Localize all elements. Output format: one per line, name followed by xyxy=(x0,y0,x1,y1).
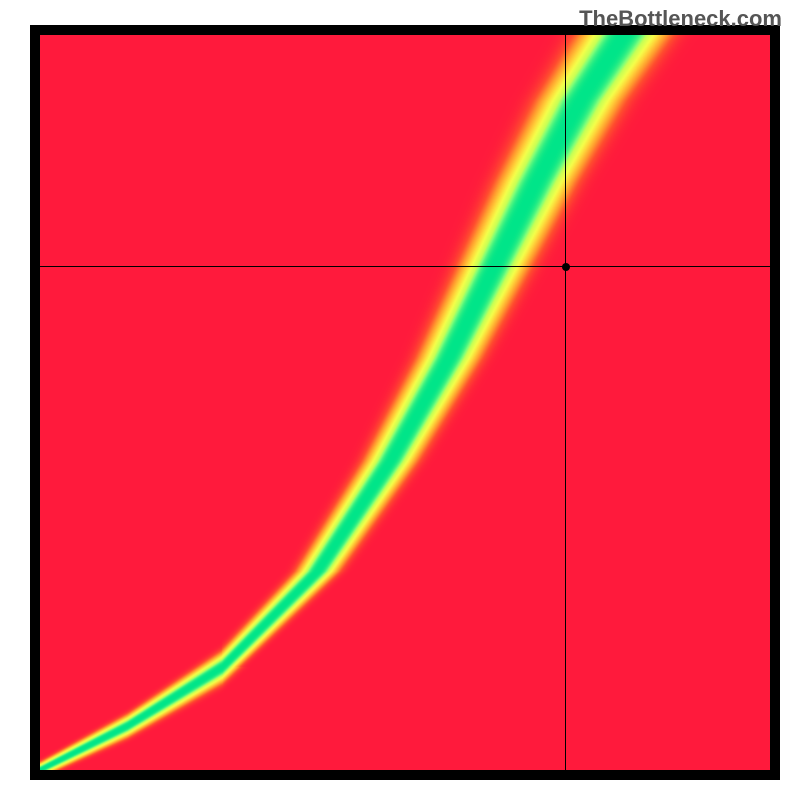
frame-bottom xyxy=(30,770,780,780)
watermark-text: TheBottleneck.com xyxy=(579,6,782,32)
marker-point xyxy=(562,263,570,271)
crosshair-vertical xyxy=(565,35,566,770)
frame-left xyxy=(30,25,40,780)
chart-container: TheBottleneck.com xyxy=(0,0,800,800)
frame-right xyxy=(770,25,780,780)
bottleneck-heatmap xyxy=(40,35,770,770)
crosshair-horizontal xyxy=(40,266,770,267)
